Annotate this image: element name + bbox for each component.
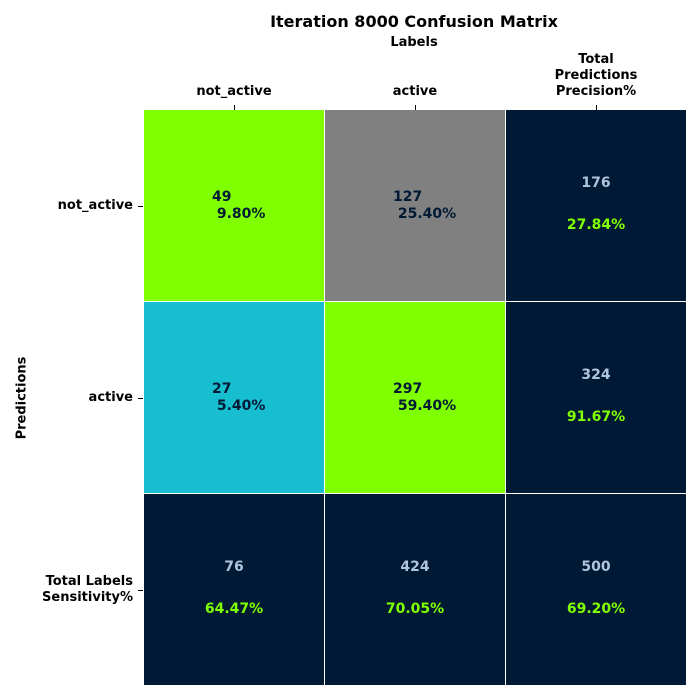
total-percent: 64.47% xyxy=(204,600,264,617)
total-percent: 91.67% xyxy=(566,408,626,425)
total-count: 176 xyxy=(581,174,611,191)
chart-title: Iteration 8000 Confusion Matrix xyxy=(270,12,558,31)
matrix-cell-value: 49 9.80% xyxy=(212,188,266,222)
matrix-cell: 49 9.80% xyxy=(144,110,324,301)
total-count: 424 xyxy=(400,558,430,575)
matrix-cell: 127 25.40% xyxy=(325,110,505,301)
grand-total-cell: 500 69.20% xyxy=(506,494,686,685)
column-label: active xyxy=(392,84,438,99)
y-axis-label: Predictions xyxy=(14,356,30,440)
total-count: 324 xyxy=(581,366,611,383)
row-label: active xyxy=(88,389,133,405)
column-tick xyxy=(234,105,235,110)
total-percent: 70.05% xyxy=(385,600,445,617)
row-total-cell: 324 91.67% xyxy=(506,302,686,493)
row-label: not_active xyxy=(57,197,133,213)
column-tick xyxy=(596,105,597,110)
total-percent: 27.84% xyxy=(566,216,626,233)
matrix-cell: 297 59.40% xyxy=(325,302,505,493)
matrix-cell-value: 27 5.40% xyxy=(212,380,266,414)
total-percent: 69.20% xyxy=(566,600,626,617)
confusion-matrix-grid: 49 9.80% 127 25.40% 27 5.40% 297 59.40% 176 2… xyxy=(144,110,686,685)
column-total-cell: 76 64.47% xyxy=(144,494,324,685)
row-tick xyxy=(138,590,143,591)
matrix-cell-value: 127 25.40% xyxy=(393,188,457,222)
column-label: Total Predictions Precision% xyxy=(554,52,638,99)
row-tick xyxy=(138,206,143,207)
row-label: Total Labels Sensitivity% xyxy=(42,573,133,605)
matrix-cell-value: 297 59.40% xyxy=(393,380,457,414)
column-total-cell: 424 70.05% xyxy=(325,494,505,685)
column-label: not_active xyxy=(196,84,272,99)
total-count: 76 xyxy=(224,558,244,575)
matrix-cell: 27 5.40% xyxy=(144,302,324,493)
column-tick xyxy=(415,105,416,110)
x-axis-label: Labels xyxy=(390,35,438,50)
total-count: 500 xyxy=(581,558,611,575)
row-total-cell: 176 27.84% xyxy=(506,110,686,301)
row-tick xyxy=(138,398,143,399)
